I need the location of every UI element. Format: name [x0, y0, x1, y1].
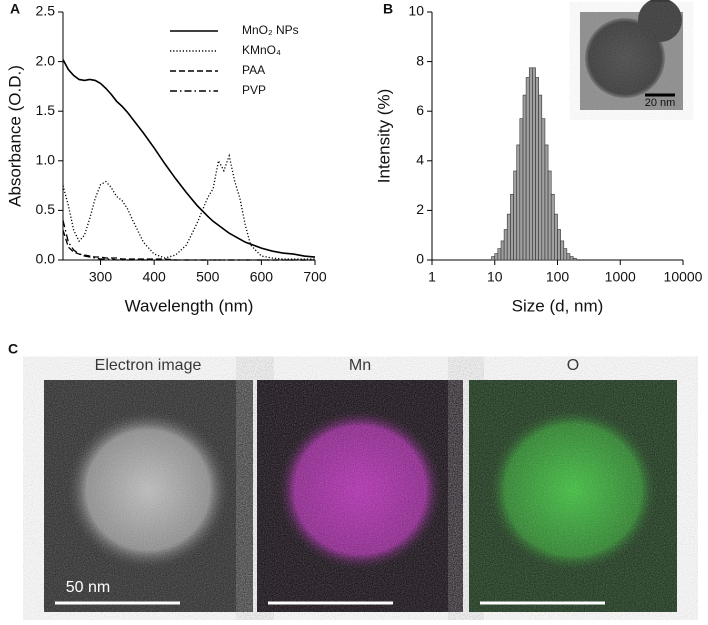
bar — [519, 118, 524, 261]
eds-maps: Electron image Mn O 50 nm — [44, 357, 677, 612]
legend-label: PVP — [242, 83, 266, 97]
y-tick-label: 1.5 — [36, 102, 56, 118]
x-tick-label: 1000 — [605, 269, 636, 285]
scale-label: 20 nm — [645, 97, 676, 109]
legend-label: KMnO₄ — [242, 43, 281, 57]
x-tick-label: 600 — [250, 269, 274, 285]
bar — [563, 248, 568, 261]
panel-label: B — [383, 1, 393, 17]
bar — [554, 213, 558, 261]
bar — [525, 77, 530, 261]
bar — [569, 256, 574, 261]
line-series — [62, 59, 316, 258]
y-tick-label: 2.5 — [36, 3, 56, 19]
y-tick-label: 4 — [416, 152, 424, 168]
legend-label: PAA — [242, 63, 265, 77]
x-tick-label: 1 — [428, 269, 436, 285]
y-axis-title: Intensity (%) — [374, 89, 393, 183]
bar — [522, 94, 527, 261]
y-tick-label: 0 — [416, 251, 424, 267]
y-tick-label: 8 — [416, 52, 424, 68]
bar — [535, 77, 539, 261]
bar — [550, 193, 555, 261]
bar — [560, 240, 565, 261]
panel-label: C — [8, 341, 18, 357]
x-axis-title: Wavelength (nm) — [125, 296, 254, 315]
y-tick-label: 6 — [416, 102, 424, 118]
bar — [516, 144, 521, 261]
legend-label: MnO₂ NPs — [242, 23, 299, 37]
line-series — [62, 230, 315, 261]
y-tick-label: 0.0 — [36, 251, 56, 267]
x-tick-label: 300 — [89, 269, 113, 285]
x-tick-label: 700 — [303, 269, 327, 285]
y-tick-label: 1.0 — [36, 152, 56, 168]
bar — [510, 193, 514, 261]
x-tick-label: 100 — [546, 269, 570, 285]
bar — [506, 213, 511, 261]
x-tick-label: 10000 — [664, 269, 703, 285]
y-tick-label: 0.5 — [36, 201, 56, 217]
y-tick-label: 2 — [416, 201, 424, 217]
bar — [544, 144, 549, 261]
bar — [500, 240, 505, 261]
y-axis-title: Absorbance (O.D.) — [5, 65, 24, 207]
x-tick-label: 400 — [142, 269, 166, 285]
y-tick-label: 2.0 — [36, 52, 56, 68]
map-title: Mn — [349, 357, 371, 374]
tem-inset: 20 nm — [580, 0, 683, 110]
bar — [566, 253, 571, 261]
bar — [572, 257, 577, 261]
bar — [532, 67, 536, 261]
panel-label: A — [10, 1, 20, 17]
line-series — [62, 220, 315, 261]
bar — [541, 118, 546, 261]
y-tick-label: 10 — [408, 3, 424, 19]
map-title: O — [567, 357, 579, 374]
bar — [503, 229, 508, 261]
scale-label: 50 nm — [66, 579, 110, 596]
bar — [547, 170, 552, 261]
x-tick-label: 10 — [487, 269, 503, 285]
bar — [513, 170, 518, 261]
bar — [528, 67, 533, 261]
map-title: Electron image — [95, 357, 202, 374]
bar — [538, 94, 543, 261]
x-tick-label: 500 — [196, 269, 220, 285]
bar — [557, 229, 561, 261]
x-axis-title: Size (d, nm) — [512, 296, 604, 315]
bar — [497, 248, 502, 261]
line-series — [62, 153, 315, 260]
bar — [494, 253, 499, 261]
bar — [491, 256, 496, 261]
